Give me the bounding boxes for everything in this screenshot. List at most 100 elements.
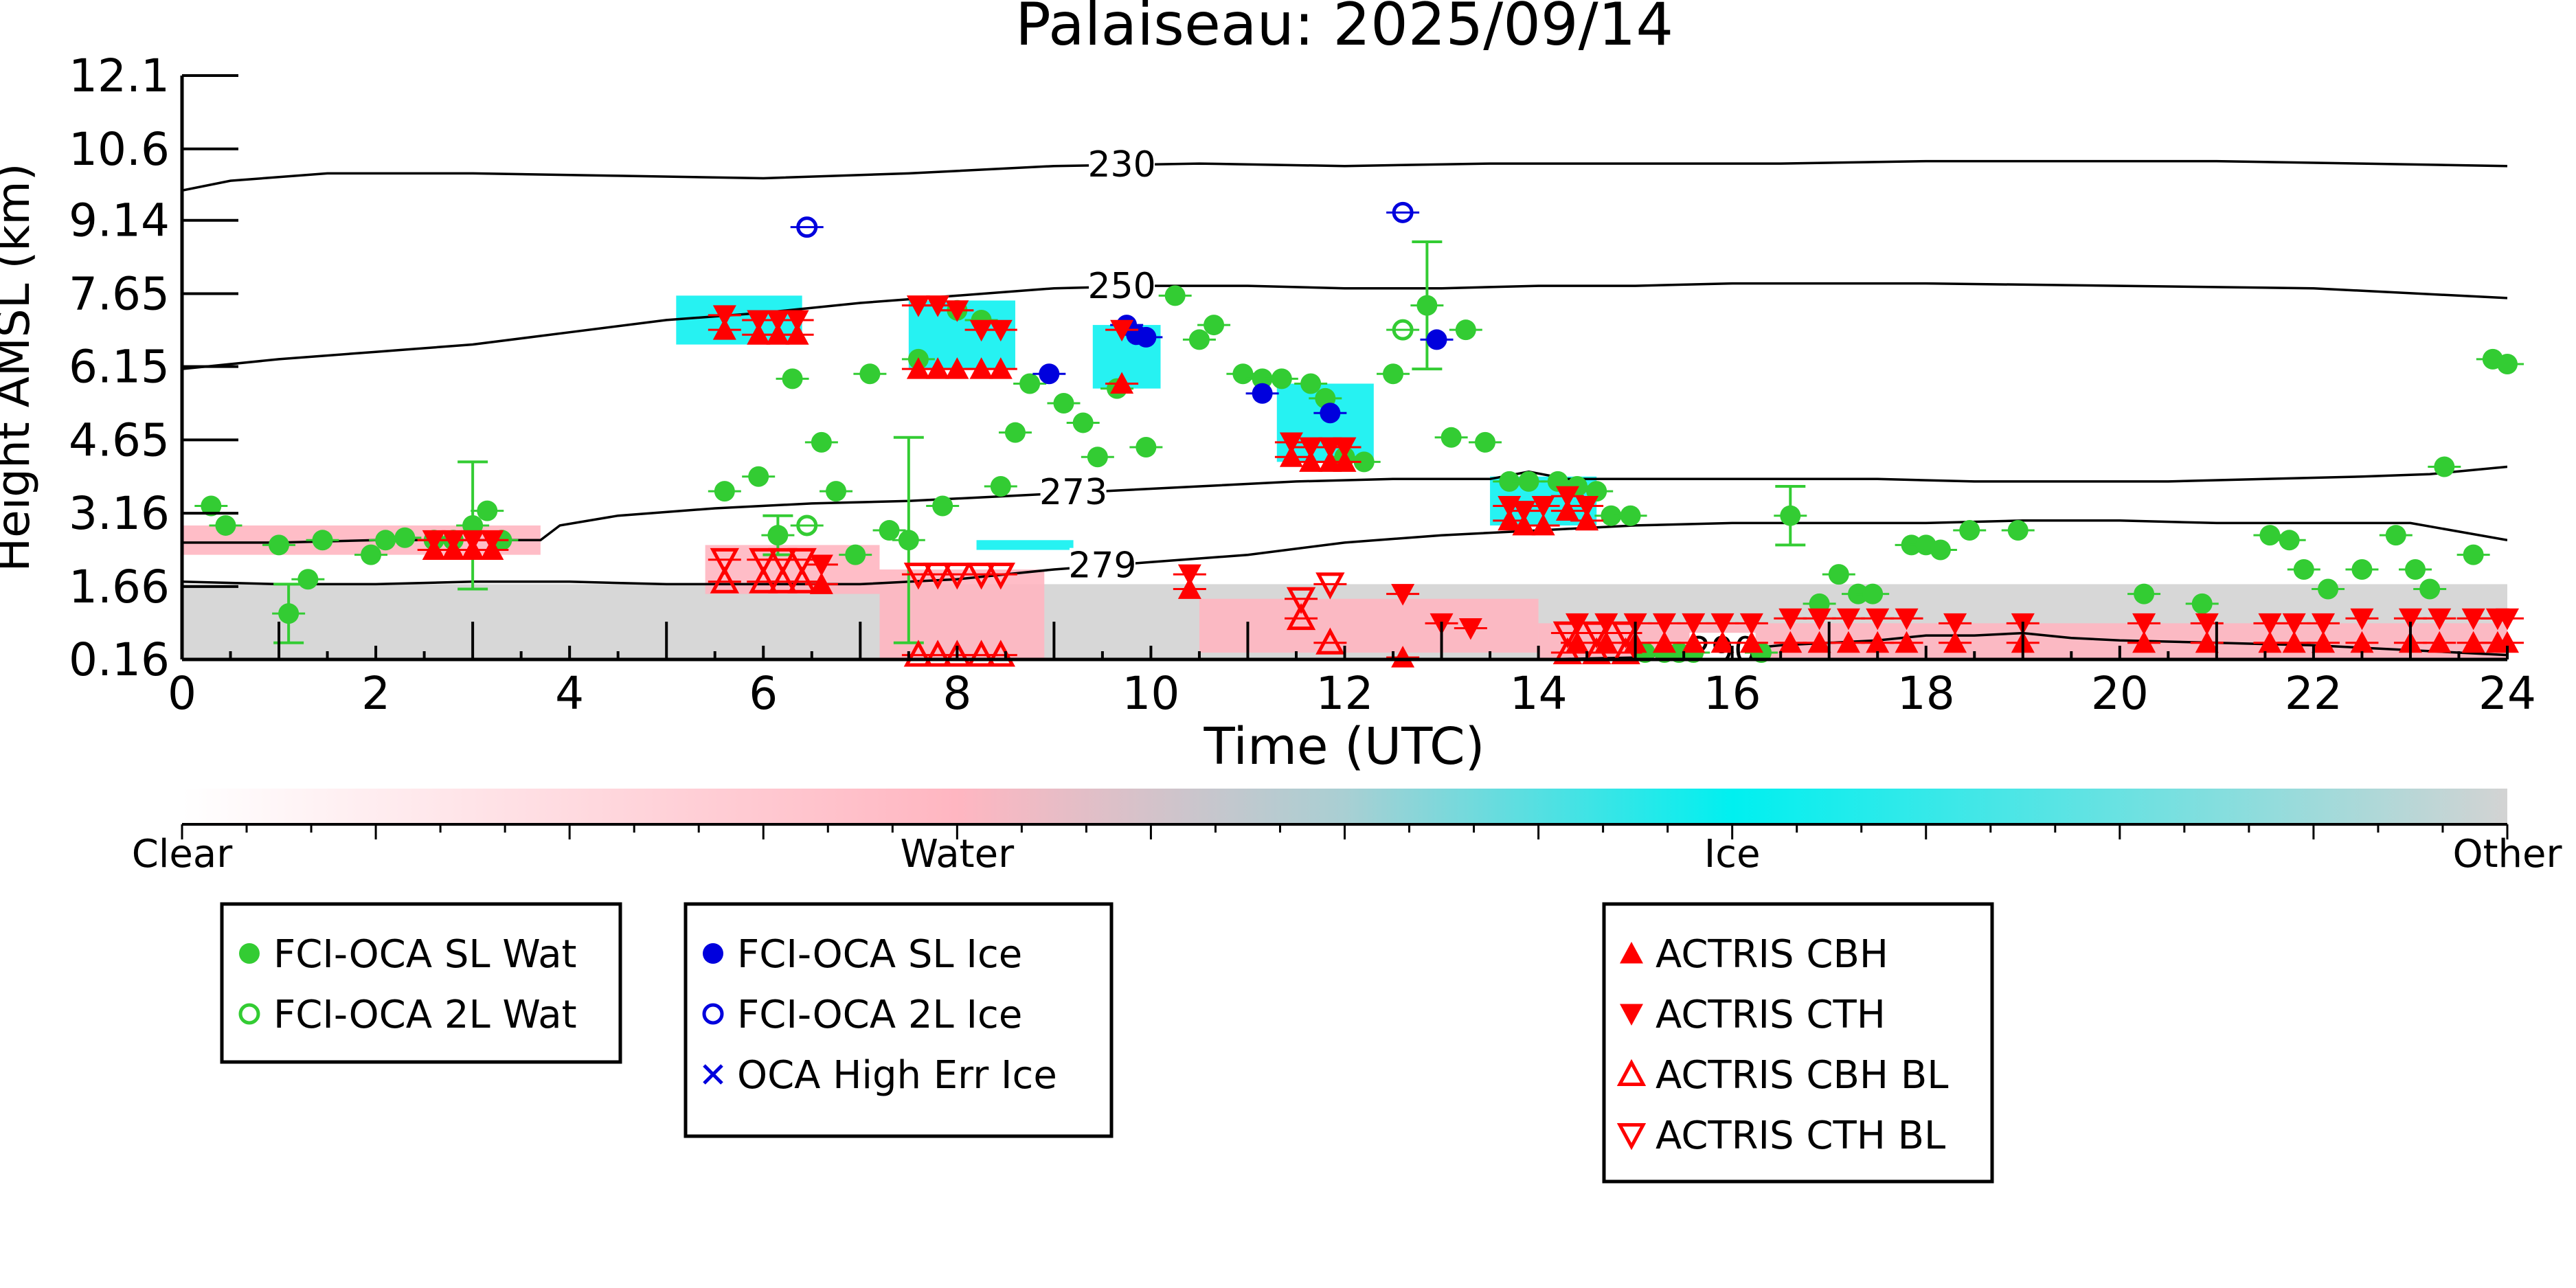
data-point <box>990 475 1011 497</box>
data-point <box>942 563 972 590</box>
y-tick-label: 10.6 <box>69 123 170 176</box>
data-point <box>796 515 818 536</box>
data-point <box>2496 631 2519 653</box>
colorbar-label-ice: Ice <box>1704 832 1761 877</box>
data-point <box>1053 392 1074 414</box>
contour-label-279: 279 <box>1068 545 1136 587</box>
data-point <box>1110 372 1134 394</box>
x-tick-label: 8 <box>942 667 971 720</box>
data-point <box>2191 593 2213 614</box>
y-tick-label: 7.65 <box>69 268 170 321</box>
legend-marker <box>702 1003 724 1025</box>
series-actris-cth <box>417 295 2524 640</box>
x-tick-label: 16 <box>1704 667 1761 720</box>
data-point <box>1252 368 1273 389</box>
data-point <box>1652 631 1676 653</box>
data-point <box>2007 520 2029 541</box>
data-point <box>712 318 736 340</box>
data-point <box>747 323 771 345</box>
contour-230 <box>182 159 2507 192</box>
data-point <box>1299 437 1323 460</box>
legend: FCI-OCA SL Wat FCI-OCA 2L Wat FCI-OCA SL I… <box>220 902 1994 1184</box>
data-point <box>2293 559 2314 580</box>
data-point <box>2419 578 2441 600</box>
colorbar-label-water: Water <box>901 832 1015 877</box>
data-point <box>480 530 504 552</box>
data-point <box>1458 618 1482 640</box>
contour-279 <box>182 519 2507 586</box>
data-point <box>710 566 740 594</box>
data-point <box>1416 295 1438 316</box>
data-point <box>1252 383 1273 404</box>
backscatter-region-water <box>879 569 1045 659</box>
data-point <box>2385 525 2406 546</box>
data-point <box>2461 608 2485 631</box>
legend-label: ACTRIS CBH <box>1656 932 1888 977</box>
data-point <box>375 530 396 551</box>
data-point <box>1455 319 1476 341</box>
colorbar-ticks <box>181 824 2509 839</box>
data-point <box>1392 319 1414 341</box>
data-point <box>969 357 993 379</box>
data-point <box>1611 637 1640 664</box>
data-point <box>782 368 803 389</box>
data-point <box>1383 363 1404 385</box>
x-tick-label: 0 <box>168 667 196 720</box>
data-point <box>2132 613 2156 635</box>
x-tick-label: 6 <box>749 667 778 720</box>
x-tick-label: 4 <box>555 667 584 720</box>
data-point <box>2351 559 2373 580</box>
legend-label: FCI-OCA SL Wat <box>273 932 577 977</box>
data-point <box>2312 613 2336 635</box>
data-point <box>297 569 319 590</box>
contour-250 <box>182 282 2507 370</box>
colorbar-label-other: Other <box>2452 832 2562 877</box>
data-point <box>1710 631 1735 653</box>
data-point <box>1895 608 1919 631</box>
data-point <box>1499 471 1520 492</box>
legend-box-1: FCI-OCA SL Wat FCI-OCA 2L Wat <box>220 902 622 1064</box>
contour-label-bg <box>1069 547 1136 584</box>
data-point <box>269 534 290 556</box>
colorbar-label-clear: Clear <box>132 832 233 877</box>
data-point <box>1555 486 1579 508</box>
data-point <box>361 544 382 565</box>
data-point <box>942 640 972 667</box>
y-tick-label: 4.65 <box>69 414 170 466</box>
legend-frame <box>683 902 1114 1138</box>
legend-marker <box>1616 1123 1647 1151</box>
data-point <box>2195 631 2219 653</box>
data-point <box>1943 613 1967 635</box>
data-point <box>766 310 790 332</box>
data-point <box>988 357 1013 379</box>
y-tick-label: 1.66 <box>69 561 170 613</box>
legend-box-3: ACTRIS CBH ACTRIS CTH ACTRIS CBH BL ACTRIS … <box>1602 902 1994 1184</box>
y-tick-label: 9.14 <box>69 194 170 247</box>
data-point <box>2497 354 2518 375</box>
data-point <box>1177 577 1201 599</box>
data-point <box>1204 315 1225 336</box>
y-tick-label: 3.16 <box>69 487 170 540</box>
data-point <box>988 319 1013 342</box>
legend-box-2: FCI-OCA SL Ice FCI-OCA 2L Ice OCA High Err… <box>683 902 1114 1138</box>
data-point <box>1930 539 1951 561</box>
contour-273 <box>182 465 2507 544</box>
x-tick-label: 2 <box>361 667 390 720</box>
data-point <box>2428 631 2452 653</box>
data-point <box>1333 437 1357 460</box>
data-point <box>422 530 446 552</box>
legend-marker <box>1620 1004 1643 1026</box>
data-point <box>1286 602 1316 631</box>
legend-label: ACTRIS CTH BL <box>1656 1114 1945 1158</box>
backscatter-region-water <box>1199 598 1539 653</box>
data-point <box>1391 646 1415 668</box>
data-point <box>1555 499 1579 521</box>
data-point <box>1286 587 1316 614</box>
data-point <box>1836 608 1860 631</box>
data-point <box>2195 613 2219 635</box>
data-point <box>2258 613 2282 635</box>
y-tick-label: 6.15 <box>69 341 170 394</box>
data-point <box>2461 631 2485 653</box>
colorbar <box>182 789 2507 826</box>
